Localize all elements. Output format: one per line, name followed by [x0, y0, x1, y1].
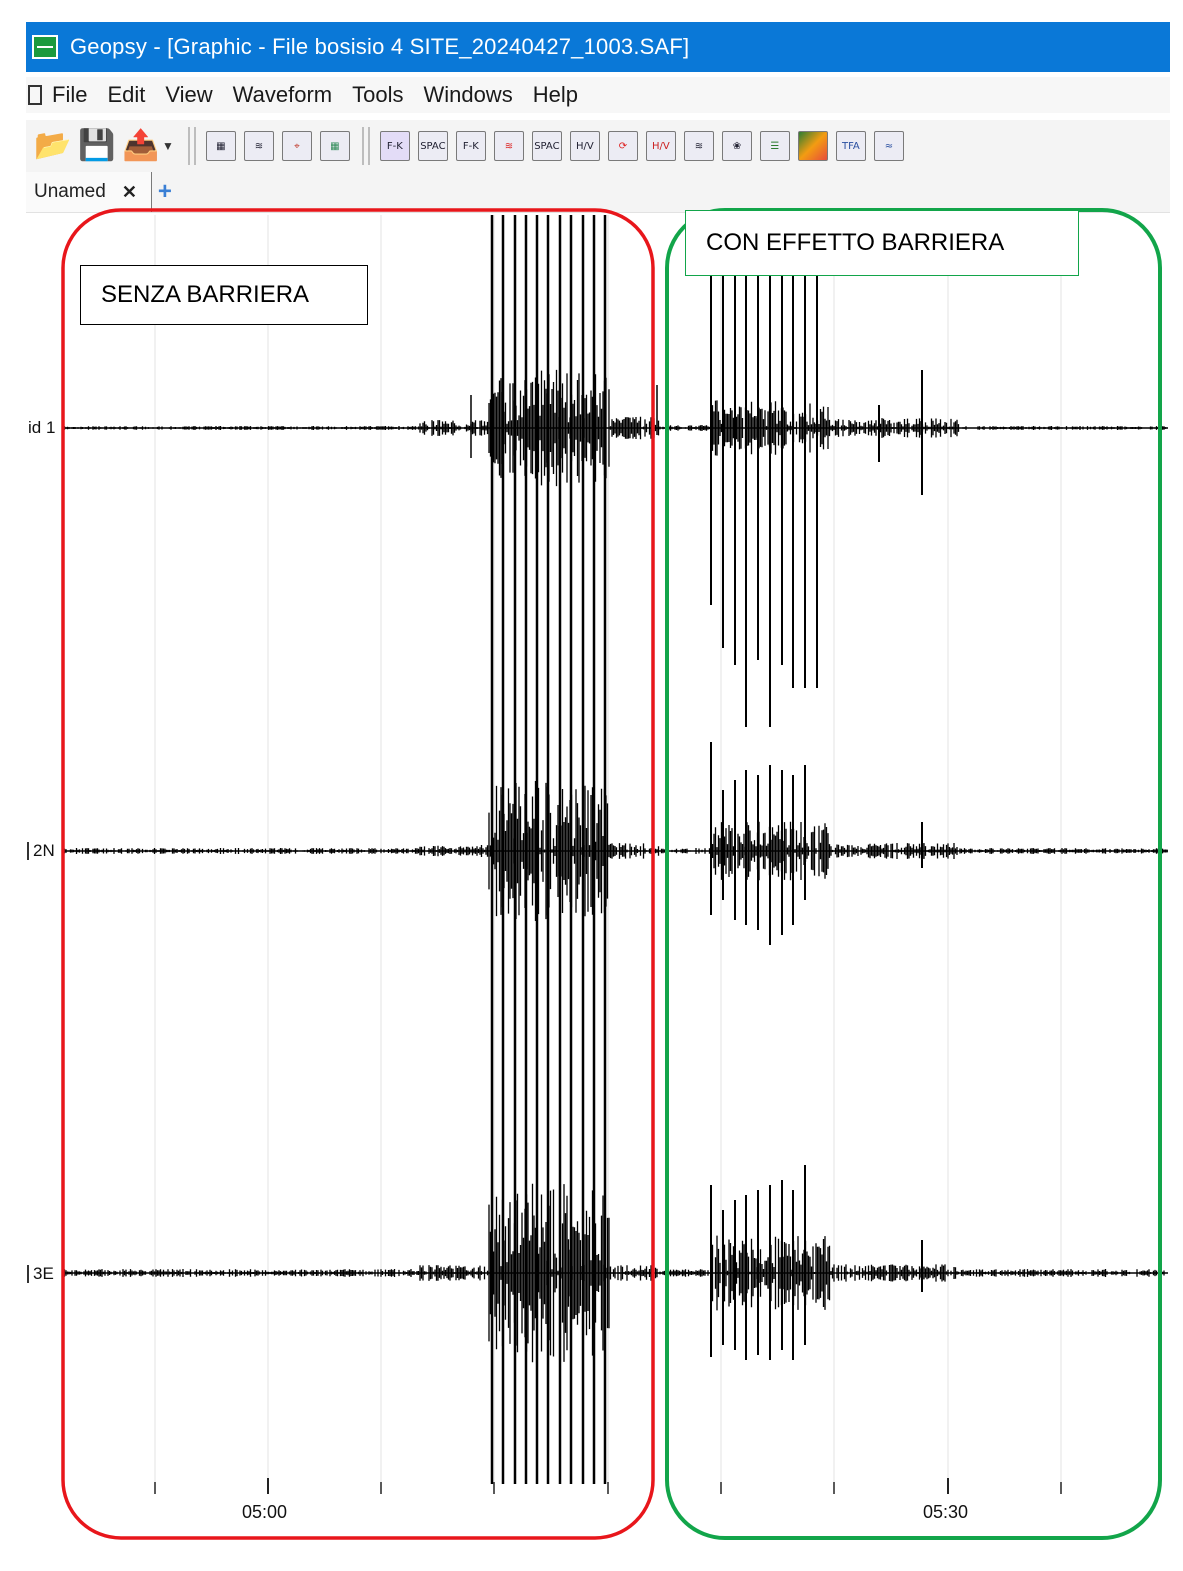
- geopsy-app-icon: [32, 35, 58, 59]
- open-folder-icon[interactable]: 📂: [34, 129, 72, 162]
- chart-icon[interactable]: ▦: [319, 131, 350, 161]
- impulse-spikes: [470, 215, 923, 1484]
- trace-2: [62, 781, 1168, 921]
- annotation-senza-barriera: SENZA BARRIERA: [80, 265, 368, 325]
- menu-waveform[interactable]: Waveform: [232, 82, 333, 107]
- fk-linear-icon[interactable]: F-K: [455, 131, 486, 161]
- time-axis: [154, 1478, 1062, 1494]
- toolbar: 📂 💾 📤 ▼ ▦ ≋ ⌖ ▦ F-K SPAC F-K ≋ SPAC H/V …: [26, 120, 1170, 172]
- toolbar-separator: [187, 127, 196, 165]
- waveform-traces: [62, 215, 1168, 1484]
- system-menu-icon[interactable]: [28, 85, 42, 105]
- menu-tools[interactable]: Tools: [352, 82, 404, 107]
- spac-curve-icon[interactable]: SPAC: [531, 131, 562, 161]
- rotate-icon[interactable]: ⟳: [607, 131, 638, 161]
- trace-signal: [62, 368, 1168, 488]
- trace-signal: [62, 1183, 1168, 1363]
- senza-barriera-region: [61, 208, 655, 1540]
- export-icon[interactable]: 📤: [122, 129, 160, 162]
- time-tick-label: 05:30: [923, 1502, 969, 1522]
- menu-file[interactable]: File: [52, 82, 88, 107]
- structure-icon[interactable]: ☰: [759, 131, 790, 161]
- trace-marker: [27, 842, 29, 860]
- wave-stack-icon[interactable]: ≋: [683, 131, 714, 161]
- tab-bar: Unamed ✕ +: [26, 172, 1170, 213]
- hv-icon[interactable]: H/V: [569, 131, 600, 161]
- tfa-icon[interactable]: TFA: [835, 131, 866, 161]
- trace-label-1: id 1: [28, 418, 56, 437]
- spectrogram-icon[interactable]: [797, 131, 828, 161]
- save-disk-icon[interactable]: 💾: [78, 129, 116, 162]
- hv-rotate-icon[interactable]: H/V: [645, 131, 676, 161]
- table-icon[interactable]: ▦: [205, 131, 236, 161]
- trace-signal: [62, 781, 1168, 921]
- trace-label-2: 2N: [33, 841, 55, 860]
- tab-unamed[interactable]: Unamed ✕: [26, 172, 152, 212]
- tab-label: Unamed: [34, 181, 106, 202]
- trace-marker: [27, 1265, 29, 1283]
- trace-label-3: 3E: [33, 1264, 54, 1283]
- trace-1: [62, 368, 1168, 488]
- spectrum-icon[interactable]: ≈: [873, 131, 904, 161]
- menu-bar: File Edit View Waveform Tools Windows He…: [26, 77, 1170, 113]
- menu-edit[interactable]: Edit: [107, 82, 146, 107]
- annotation-con-effetto-barriera: CON EFFETTO BARRIERA: [685, 210, 1079, 276]
- polarization-icon[interactable]: ❀: [721, 131, 752, 161]
- waveform-red-icon[interactable]: ≋: [493, 131, 524, 161]
- graphic-icon[interactable]: ≋: [243, 131, 274, 161]
- title-bar: Geopsy - [Graphic - File bosisio 4 SITE_…: [26, 22, 1170, 72]
- trace-3: [62, 1183, 1168, 1363]
- menu-help[interactable]: Help: [532, 82, 578, 107]
- menu-view[interactable]: View: [165, 82, 213, 107]
- window-title: Geopsy - [Graphic - File bosisio 4 SITE_…: [70, 34, 690, 59]
- fk-icon[interactable]: F-K: [379, 131, 410, 161]
- add-tab-icon[interactable]: +: [157, 178, 172, 205]
- map-icon[interactable]: ⌖: [281, 131, 312, 161]
- geopsy-window: Geopsy - [Graphic - File bosisio 4 SITE_…: [26, 22, 1172, 1562]
- close-icon[interactable]: ✕: [121, 181, 137, 202]
- toolbar-separator: [361, 127, 370, 165]
- chevron-down-icon[interactable]: ▼: [162, 139, 174, 153]
- spac-icon[interactable]: SPAC: [417, 131, 448, 161]
- menu-windows[interactable]: Windows: [423, 82, 513, 107]
- time-tick-label: 05:00: [242, 1502, 288, 1522]
